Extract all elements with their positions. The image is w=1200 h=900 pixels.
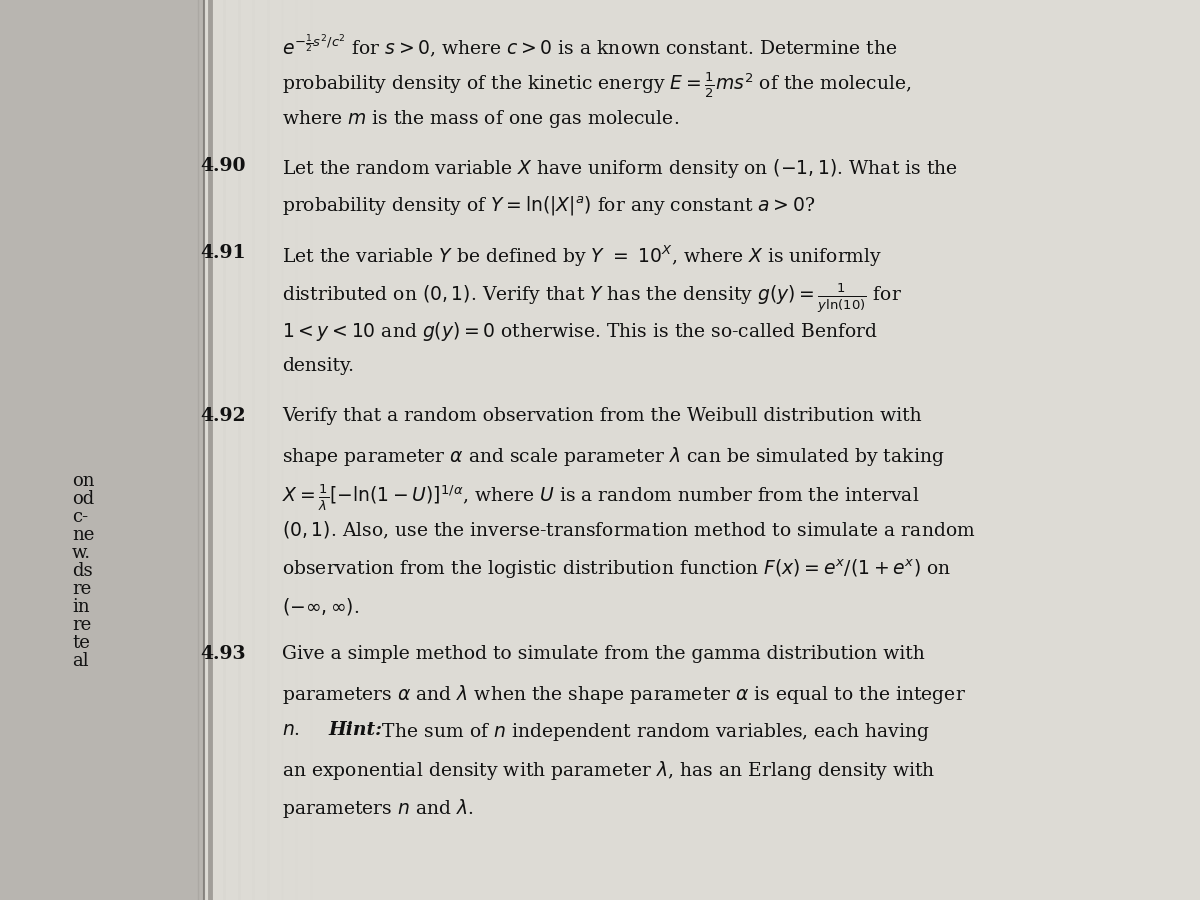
Text: $(-\infty, \infty)$.: $(-\infty, \infty)$. <box>282 596 359 617</box>
Text: al: al <box>72 652 89 670</box>
Text: c-: c- <box>72 508 88 526</box>
Text: parameters $\alpha$ and $\lambda$ when the shape parameter $\alpha$ is equal to : parameters $\alpha$ and $\lambda$ when t… <box>282 683 966 706</box>
Text: Let the variable $Y$ be defined by $Y \ = \ 10^X$, where $X$ is uniformly: Let the variable $Y$ be defined by $Y \ … <box>282 244 882 269</box>
Text: Let the random variable $X$ have uniform density on $(-1, 1)$. What is the: Let the random variable $X$ have uniform… <box>282 157 958 180</box>
Text: $1 < y < 10$ and $g(y) = 0$ otherwise. This is the so-called Benford: $1 < y < 10$ and $g(y) = 0$ otherwise. T… <box>282 320 878 343</box>
Text: $n$.: $n$. <box>282 721 302 739</box>
Text: density.: density. <box>282 357 354 375</box>
Text: shape parameter $\alpha$ and scale parameter $\lambda$ can be simulated by takin: shape parameter $\alpha$ and scale param… <box>282 445 944 468</box>
Text: probability density of $Y = \mathrm{ln}(|X|^a)$ for any constant $a > 0$?: probability density of $Y = \mathrm{ln}(… <box>282 194 815 218</box>
Text: Hint:: Hint: <box>329 721 383 739</box>
Text: 4.93: 4.93 <box>200 645 246 663</box>
Text: te: te <box>72 634 90 652</box>
Text: $(0, 1)$. Also, use the inverse-transformation method to simulate a random: $(0, 1)$. Also, use the inverse-transfor… <box>282 520 976 542</box>
Text: in: in <box>72 598 90 616</box>
Bar <box>0 0 204 900</box>
Text: re: re <box>72 616 91 634</box>
Text: Give a simple method to simulate from the gamma distribution with: Give a simple method to simulate from th… <box>282 645 925 663</box>
Text: od: od <box>72 491 95 508</box>
Text: w.: w. <box>72 544 91 562</box>
Text: 4.91: 4.91 <box>200 244 246 262</box>
Text: $e^{-\frac{1}{2}s^2/c^2}$ for $s > 0$, where $c > 0$ is a known constant. Determ: $e^{-\frac{1}{2}s^2/c^2}$ for $s > 0$, w… <box>282 32 898 59</box>
Text: 4.92: 4.92 <box>200 407 246 425</box>
Text: distributed on $(0, 1)$. Verify that $Y$ has the density $g(y) = \frac{1}{y\math: distributed on $(0, 1)$. Verify that $Y$… <box>282 282 902 315</box>
Text: 4.90: 4.90 <box>200 157 246 175</box>
Text: $X = \frac{1}{\lambda}[-\mathrm{ln}(1 - U)]^{1/\alpha}$, where $U$ is a random n: $X = \frac{1}{\lambda}[-\mathrm{ln}(1 - … <box>282 482 919 513</box>
Bar <box>204 0 1200 900</box>
Text: ne: ne <box>72 526 95 544</box>
Text: parameters $n$ and $\lambda$.: parameters $n$ and $\lambda$. <box>282 796 474 820</box>
Text: Verify that a random observation from the Weibull distribution with: Verify that a random observation from th… <box>282 407 922 425</box>
Text: ds: ds <box>72 562 92 580</box>
Text: re: re <box>72 580 91 598</box>
Text: probability density of the kinetic energy $E = \frac{1}{2}ms^2$ of the molecule,: probability density of the kinetic energ… <box>282 70 912 100</box>
Text: an exponential density with parameter $\lambda$, has an Erlang density with: an exponential density with parameter $\… <box>282 759 935 782</box>
Text: where $m$ is the mass of one gas molecule.: where $m$ is the mass of one gas molecul… <box>282 108 679 130</box>
Text: observation from the logistic distribution function $F(x) = e^x/(1+e^x)$ on: observation from the logistic distributi… <box>282 558 952 581</box>
Text: on: on <box>72 472 95 490</box>
Text: The sum of $n$ independent random variables, each having: The sum of $n$ independent random variab… <box>376 721 930 742</box>
